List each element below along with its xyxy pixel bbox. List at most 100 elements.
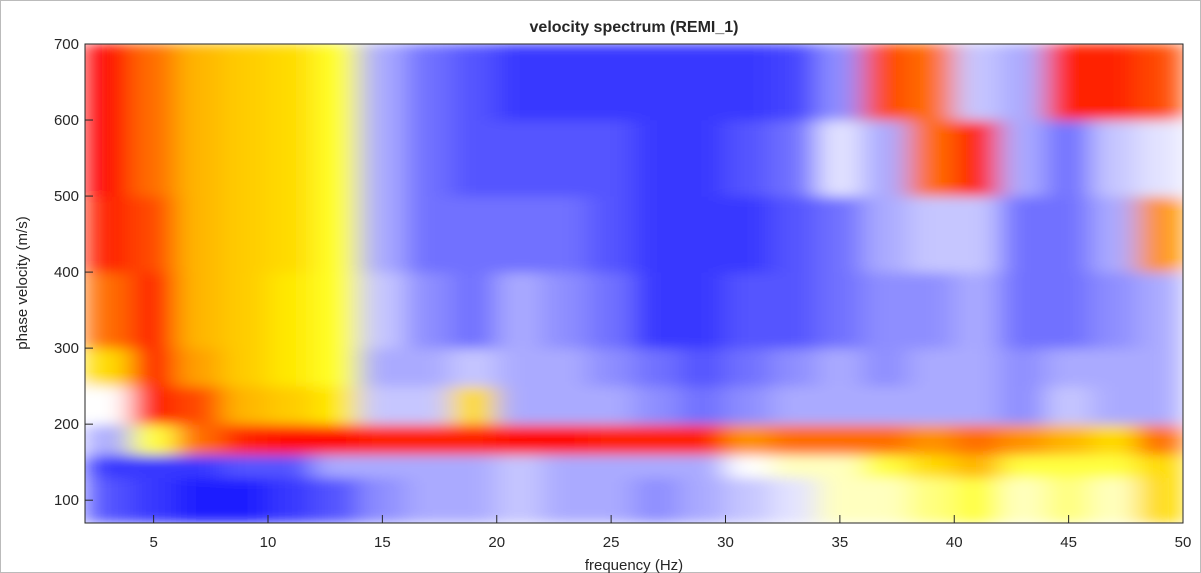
heatmap-cell bbox=[862, 477, 909, 524]
heatmap-cell bbox=[908, 348, 955, 387]
heatmap-cell bbox=[542, 120, 589, 197]
heatmap-cell bbox=[542, 44, 589, 121]
heatmap-cell bbox=[771, 424, 818, 455]
heatmap-cell bbox=[771, 477, 818, 524]
heatmap-cell bbox=[268, 386, 315, 425]
heatmap-cell bbox=[451, 477, 498, 524]
heatmap-cell bbox=[451, 424, 498, 455]
heatmap-cell bbox=[451, 44, 498, 121]
heatmap-cell bbox=[130, 120, 177, 197]
heatmap-cell bbox=[268, 196, 315, 273]
heatmap-cell bbox=[1091, 272, 1138, 349]
heatmap-cell bbox=[588, 272, 635, 349]
heatmap-cell bbox=[679, 272, 726, 349]
heatmap-cell bbox=[1000, 272, 1047, 349]
heatmap-cell bbox=[359, 44, 406, 121]
y-tick-label: 500 bbox=[54, 188, 79, 205]
heatmap bbox=[85, 44, 1184, 524]
heatmap-cell bbox=[85, 348, 132, 387]
heatmap-cell bbox=[176, 424, 223, 455]
heatmap-cell bbox=[954, 454, 1001, 478]
x-tick-label: 25 bbox=[603, 534, 620, 551]
heatmap-cell bbox=[85, 386, 132, 425]
x-tick-label: 20 bbox=[488, 534, 505, 551]
heatmap-cell bbox=[451, 120, 498, 197]
heatmap-cell bbox=[130, 454, 177, 478]
heatmap-cell bbox=[862, 348, 909, 387]
heatmap-cell bbox=[359, 454, 406, 478]
heatmap-cell bbox=[222, 424, 269, 455]
heatmap-cell bbox=[176, 44, 223, 121]
heatmap-cell bbox=[588, 196, 635, 273]
heatmap-cell bbox=[862, 386, 909, 425]
heatmap-cell bbox=[542, 424, 589, 455]
heatmap-cell bbox=[176, 120, 223, 197]
heatmap-cell bbox=[817, 348, 864, 387]
heatmap-cell bbox=[817, 196, 864, 273]
heatmap-cell bbox=[313, 196, 360, 273]
x-tick-label: 30 bbox=[717, 534, 734, 551]
heatmap-cell bbox=[1091, 348, 1138, 387]
heatmap-cell bbox=[176, 386, 223, 425]
heatmap-cell bbox=[862, 272, 909, 349]
heatmap-cell bbox=[496, 386, 543, 425]
heatmap-cell bbox=[862, 44, 909, 121]
heatmap-cell bbox=[222, 454, 269, 478]
heatmap-cell bbox=[405, 120, 452, 197]
heatmap-cell bbox=[1045, 454, 1092, 478]
heatmap-cell bbox=[954, 477, 1001, 524]
heatmap-cell bbox=[771, 454, 818, 478]
heatmap-cell bbox=[496, 454, 543, 478]
heatmap-cell bbox=[954, 386, 1001, 425]
heatmap-cell bbox=[634, 272, 681, 349]
heatmap-cell bbox=[817, 424, 864, 455]
heatmap-cell bbox=[222, 348, 269, 387]
heatmap-cell bbox=[908, 386, 955, 425]
heatmap-cell bbox=[268, 454, 315, 478]
heatmap-cell bbox=[313, 272, 360, 349]
heatmap-cell bbox=[405, 386, 452, 425]
heatmap-cell bbox=[405, 424, 452, 455]
x-tick-label: 15 bbox=[374, 534, 391, 551]
heatmap-cell bbox=[222, 44, 269, 121]
heatmap-cell bbox=[588, 44, 635, 121]
heatmap-cell bbox=[725, 477, 772, 524]
heatmap-cell bbox=[908, 44, 955, 121]
heatmap-cell bbox=[588, 454, 635, 478]
heatmap-cell bbox=[451, 348, 498, 387]
heatmap-cell bbox=[130, 348, 177, 387]
heatmap-cell bbox=[634, 196, 681, 273]
heatmap-cell bbox=[679, 44, 726, 121]
heatmap-cell bbox=[679, 424, 726, 455]
heatmap-cell bbox=[176, 272, 223, 349]
heatmap-cell bbox=[130, 272, 177, 349]
heatmap-cell bbox=[222, 477, 269, 524]
heatmap-cell bbox=[313, 44, 360, 121]
heatmap-cell bbox=[496, 272, 543, 349]
y-tick-label: 100 bbox=[54, 492, 79, 509]
heatmap-cell bbox=[1000, 348, 1047, 387]
heatmap-cell bbox=[1045, 272, 1092, 349]
heatmap-cell bbox=[725, 424, 772, 455]
heatmap-cell bbox=[1091, 454, 1138, 478]
heatmap-cell bbox=[85, 454, 132, 478]
chart-title: velocity spectrum (REMI_1) bbox=[530, 19, 739, 36]
heatmap-cell bbox=[1045, 348, 1092, 387]
heatmap-cell bbox=[1091, 120, 1138, 197]
heatmap-cell bbox=[268, 272, 315, 349]
heatmap-cell bbox=[1091, 424, 1138, 455]
heatmap-cell bbox=[588, 424, 635, 455]
heatmap-cell bbox=[1000, 386, 1047, 425]
y-tick-label: 400 bbox=[54, 264, 79, 281]
heatmap-cell bbox=[954, 424, 1001, 455]
heatmap-cell bbox=[725, 348, 772, 387]
heatmap-cell bbox=[222, 386, 269, 425]
heatmap-cell bbox=[313, 477, 360, 524]
y-tick-label: 300 bbox=[54, 340, 79, 357]
heatmap-cell bbox=[862, 424, 909, 455]
heatmap-cell bbox=[771, 272, 818, 349]
heatmap-cell bbox=[1045, 120, 1092, 197]
heatmap-cell bbox=[1137, 424, 1184, 455]
heatmap-cell bbox=[359, 272, 406, 349]
heatmap-cell bbox=[85, 44, 132, 121]
